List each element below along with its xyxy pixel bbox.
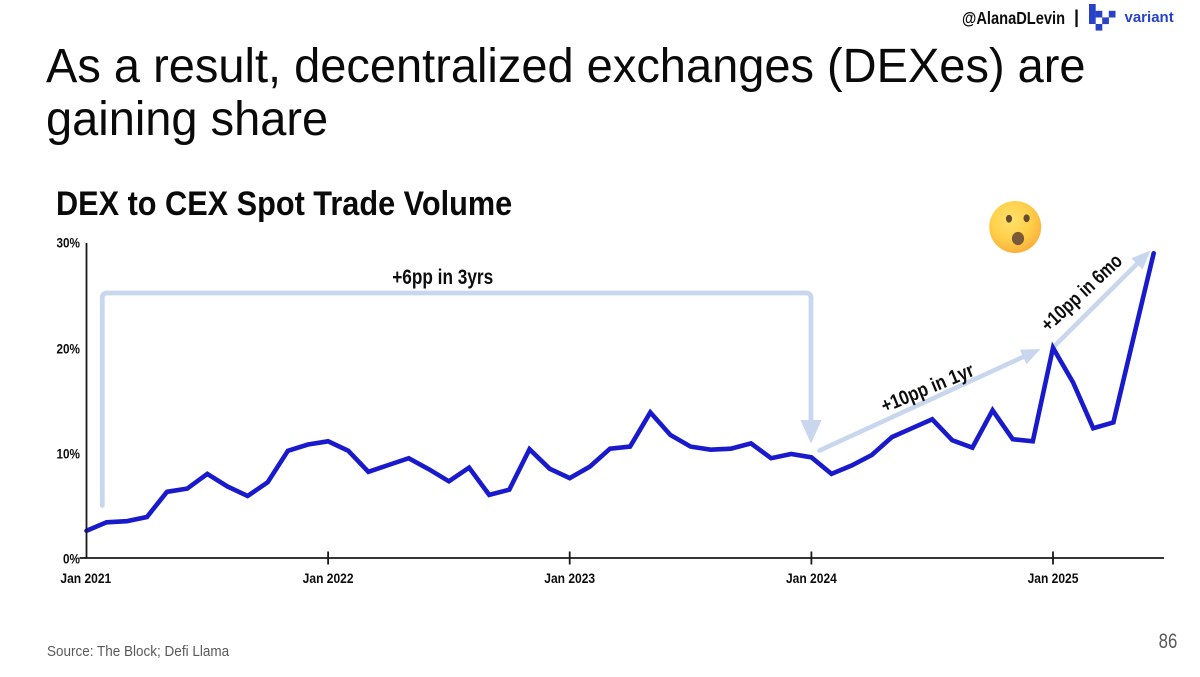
svg-text:20%: 20% [57,342,80,357]
svg-text:30%: 30% [57,236,80,251]
svg-text:+6pp in 3yrs: +6pp in 3yrs [392,267,493,290]
svg-text:0%: 0% [63,552,80,567]
svg-text:Jan 2025: Jan 2025 [1028,570,1079,586]
svg-text:Jan 2023: Jan 2023 [544,570,595,586]
svg-text:10%: 10% [57,447,80,462]
svg-text:+10pp in 1yr: +10pp in 1yr [877,358,977,417]
svg-text:Jan 2024: Jan 2024 [786,570,838,586]
svg-text:+10pp in 6mo: +10pp in 6mo [1036,250,1126,336]
svg-text:Jan 2022: Jan 2022 [303,570,354,586]
svg-text:Jan 2021: Jan 2021 [60,570,111,586]
